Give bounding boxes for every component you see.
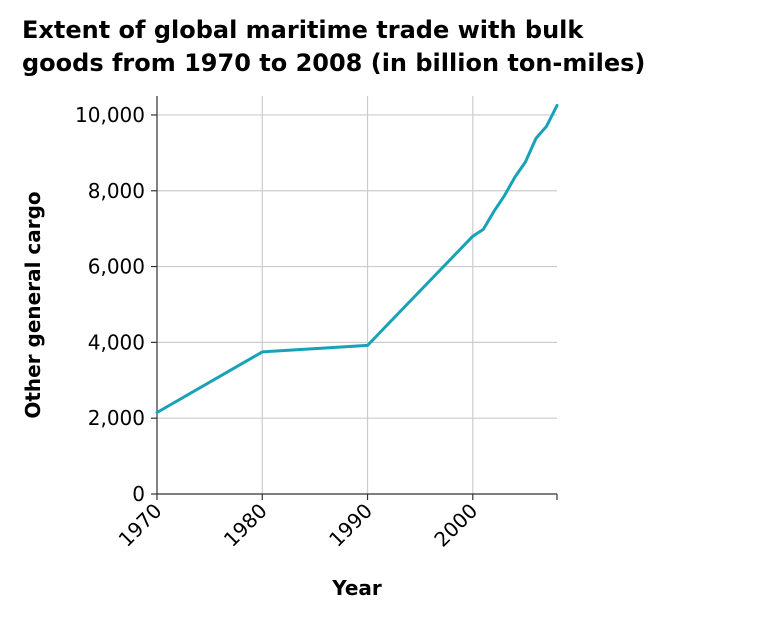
y-tick-label: 8,000 (88, 179, 145, 203)
y-tick-label: 2,000 (88, 406, 145, 430)
y-tick-label: 6,000 (88, 255, 145, 279)
x-axis-label: Year (331, 576, 382, 600)
x-tick-label: 1970 (114, 499, 167, 552)
x-tick-label: 1990 (324, 499, 377, 552)
y-tick-label: 4,000 (88, 330, 145, 354)
chart-title: Extent of global maritime trade with bul… (22, 16, 646, 77)
y-tick-label: 0 (132, 482, 145, 506)
x-tick-label: 1980 (219, 499, 272, 552)
y-axis-label: Other general cargo (21, 191, 45, 418)
series-line (155, 104, 559, 414)
y-tick-label: 10,000 (75, 103, 145, 127)
x-tick-label: 2000 (429, 499, 482, 552)
